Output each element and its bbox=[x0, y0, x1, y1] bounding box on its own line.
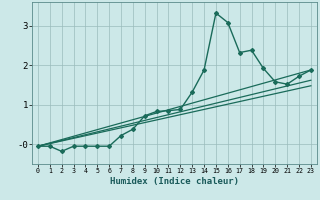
X-axis label: Humidex (Indice chaleur): Humidex (Indice chaleur) bbox=[110, 177, 239, 186]
